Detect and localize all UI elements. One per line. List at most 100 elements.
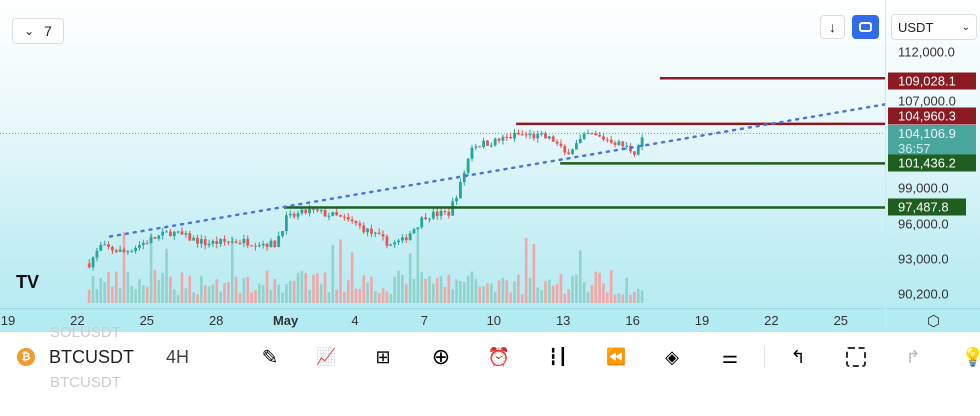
templates-button[interactable]: ⊞ (370, 345, 396, 369)
price-plot[interactable] (0, 0, 885, 308)
candle-body (192, 237, 195, 241)
candle-body (257, 245, 261, 247)
volume-bar (362, 275, 366, 303)
candle-body (520, 134, 524, 136)
price-tag-resistance-2: 104,960.3 (888, 107, 976, 125)
candle-body (389, 244, 393, 246)
candle-body (373, 232, 377, 234)
volume-bar (138, 279, 141, 303)
candle-body (598, 135, 601, 137)
candle-body (95, 250, 99, 258)
interval-collapse-button[interactable]: ⌄ 7 (12, 18, 64, 44)
undo-button[interactable]: ↰ (785, 345, 811, 369)
candle-countdown: 36:57 (898, 141, 931, 156)
volume-bar (420, 272, 424, 303)
currency-select[interactable]: USDT ⌄ (891, 14, 977, 40)
replay-button[interactable]: ⏪ (603, 345, 629, 369)
volume-bar (358, 289, 362, 303)
candle-body (296, 213, 300, 217)
bitcoin-icon: ₿ (17, 348, 35, 366)
chart-settings-button[interactable]: ⬡ (886, 308, 980, 332)
volume-bar (118, 288, 122, 303)
volume-bar (99, 277, 103, 303)
candle-body (300, 209, 304, 214)
volume-bar (192, 292, 195, 303)
chart-type-button[interactable]: ┇┃ (545, 345, 571, 369)
volume-bar (482, 286, 485, 303)
candle-body (447, 211, 451, 216)
volume-bar (428, 276, 431, 303)
volume-bar (528, 278, 532, 303)
volume-bar (416, 233, 420, 303)
candle-body (586, 132, 590, 134)
settings-sliders-button[interactable]: ⚌ (717, 345, 743, 369)
candle-body (285, 215, 288, 232)
volume-bar (114, 271, 118, 303)
candle-body (103, 244, 107, 246)
volume-bar (350, 252, 354, 303)
volume-bar (435, 278, 439, 303)
volume-bar (111, 286, 114, 303)
volume-bar (509, 292, 512, 303)
volume-bar (176, 294, 180, 303)
volume-bar (335, 289, 338, 303)
volume-bar (327, 292, 331, 303)
chart-area[interactable]: TV ⌄ 7 ↓ USDT ⌄ 112,000.0 107,000.0 99,00… (0, 0, 980, 332)
ideas-button[interactable]: 💡 (960, 345, 980, 369)
volume-bar (261, 285, 265, 303)
volume-bar (161, 272, 164, 303)
candle-body (381, 234, 385, 237)
candle-body (621, 141, 625, 147)
auto-scale-button[interactable] (852, 15, 879, 39)
price-label: 93,000.0 (898, 251, 949, 267)
volume-bar (250, 292, 253, 303)
volume-bar (575, 274, 578, 303)
volume-bar (142, 285, 145, 303)
candle-body (486, 140, 489, 146)
interval-button[interactable]: 4H (166, 347, 190, 367)
candle-body (420, 217, 424, 228)
candle-body (230, 241, 234, 243)
price-label: 112,000.0 (898, 44, 955, 60)
tradingview-logo: TV (16, 272, 40, 292)
volume-bar (497, 280, 501, 303)
price-tag-support-1: 101,436.2 (888, 154, 976, 172)
undo-icon: ↰ (790, 346, 806, 367)
volume-bar (606, 292, 609, 303)
volume-bar (296, 272, 300, 303)
volume-bar (254, 290, 257, 303)
date-axis[interactable]: 19 22 25 28 May 4 7 10 13 16 19 22 25 (0, 308, 885, 332)
symbol-button[interactable]: BTCUSDT (49, 347, 134, 367)
candle-body (536, 133, 540, 139)
fullscreen-button[interactable] (843, 345, 869, 369)
volume-bar (513, 281, 516, 303)
candle-body (153, 237, 157, 239)
sliders-icon: ⚌ (721, 346, 739, 367)
candle-body (416, 227, 420, 230)
candle-body (571, 149, 574, 155)
redo-button[interactable]: ↱ (900, 345, 926, 369)
candle-body (223, 238, 226, 242)
add-button[interactable]: ⊕ (428, 344, 454, 369)
price-axis[interactable]: USDT ⌄ 112,000.0 107,000.0 99,000.0 96,00… (885, 0, 980, 332)
volume-bar (107, 272, 110, 303)
candle-body (354, 221, 358, 224)
volume-bar (401, 274, 404, 303)
alert-button[interactable]: ⏰ (486, 345, 512, 369)
candle-body (501, 136, 505, 141)
candle-body (242, 238, 246, 244)
candle-body (551, 136, 555, 142)
volume-bar (551, 285, 555, 303)
volume-bar (443, 286, 447, 303)
candle-body (246, 238, 250, 246)
volume-bar (609, 270, 613, 303)
candle-body (288, 213, 292, 216)
drawing-tools-button[interactable]: ✎ (257, 345, 283, 369)
candle-body (165, 231, 168, 233)
scroll-to-latest-button[interactable]: ↓ (820, 15, 845, 39)
volume-bar (636, 288, 640, 303)
volume-bar (346, 280, 350, 303)
indicators-button[interactable]: 📈 (313, 345, 339, 369)
date-label: 16 (625, 313, 640, 328)
layers-button[interactable]: ◈ (659, 345, 685, 369)
